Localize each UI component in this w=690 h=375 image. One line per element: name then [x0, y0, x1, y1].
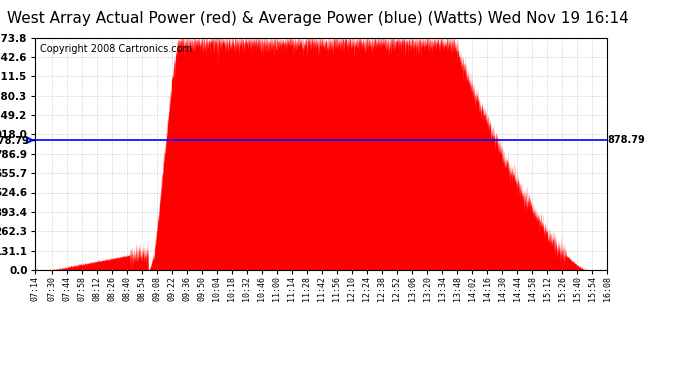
Text: 878.79: 878.79 [608, 135, 645, 145]
Text: West Array Actual Power (red) & Average Power (blue) (Watts) Wed Nov 19 16:14: West Array Actual Power (red) & Average … [7, 11, 629, 26]
Text: Copyright 2008 Cartronics.com: Copyright 2008 Cartronics.com [40, 45, 193, 54]
